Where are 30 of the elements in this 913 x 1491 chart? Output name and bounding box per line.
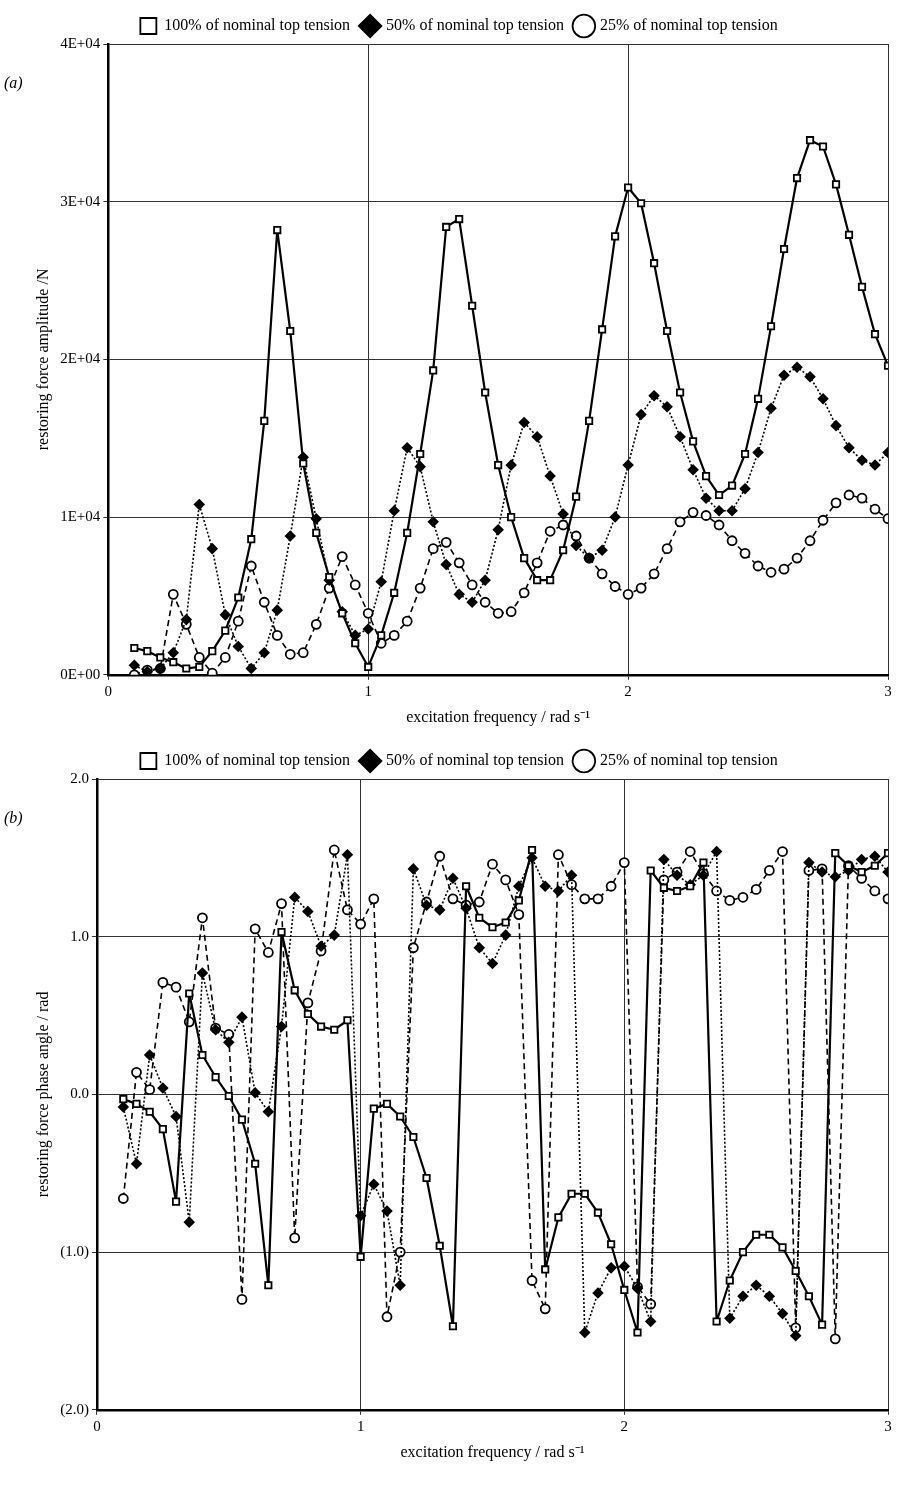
x-tick-label: 0 <box>93 1417 101 1434</box>
x-tick-label: 2 <box>620 1417 629 1434</box>
x-tick-label: 1 <box>356 1417 365 1434</box>
x-tick-label: 3 <box>884 1417 892 1434</box>
y-tick-label: (2.0) <box>60 1400 89 1418</box>
y-tick-label: 3E+04 <box>60 192 101 209</box>
x-axis-title: excitation frequency / rad s⁻¹ <box>406 707 591 726</box>
y-tick-label: 2E+04 <box>60 350 101 367</box>
x-tick-label: 2 <box>624 682 632 699</box>
x-tick-label: 1 <box>364 682 372 699</box>
y-tick-label: 0E+00 <box>60 665 101 682</box>
y-axis-title: restoring force amplitude /N <box>33 268 52 451</box>
x-tick-label: 0 <box>104 682 113 699</box>
legend-label: 100% of nominal top tension <box>164 751 351 770</box>
y-tick-label: 1E+04 <box>60 508 101 525</box>
y-axis-title: restoring force phase angle / rad <box>33 991 52 1198</box>
legend-label: 50% of nominal top tension <box>386 751 564 770</box>
text: (a) <box>4 74 23 93</box>
y-tick-label: 4E+04 <box>60 34 101 51</box>
y-tick-label: 0.0 <box>70 1085 89 1102</box>
y-tick-label: 1.0 <box>70 927 89 944</box>
text: (b) <box>4 809 23 828</box>
legend-label: 50% of nominal top tension <box>386 16 564 35</box>
legend-label: 100% of nominal top tension <box>164 16 351 35</box>
y-tick-label: 2.0 <box>70 769 89 786</box>
x-tick-label: 3 <box>884 682 892 699</box>
y-tick-label: (1.0) <box>60 1243 89 1261</box>
legend-label: 25% of nominal top tension <box>599 751 778 770</box>
x-axis-title: excitation frequency / rad s⁻¹ <box>400 1442 585 1461</box>
legend-label: 25% of nominal top tension <box>599 16 778 35</box>
